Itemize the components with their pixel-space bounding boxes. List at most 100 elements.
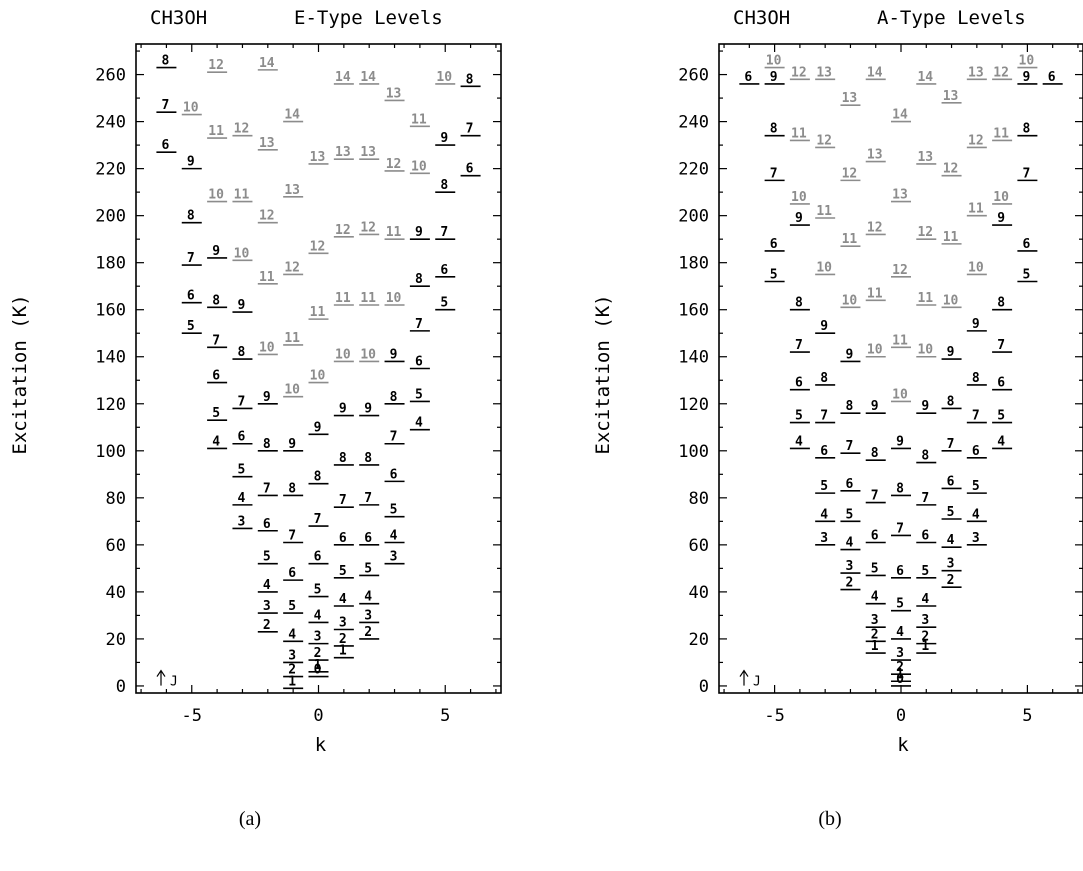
energy-level-label: 10 xyxy=(842,293,858,308)
energy-level-label: 7 xyxy=(390,430,398,445)
energy-level-label: 2 xyxy=(921,630,929,645)
energy-level-label: 7 xyxy=(947,437,955,452)
y-tick-label: 200 xyxy=(678,207,709,227)
y-tick-label: 260 xyxy=(95,66,126,86)
energy-level-label: 10 xyxy=(183,101,199,116)
energy-level-label: 10 xyxy=(993,190,1009,205)
energy-level-label: 12 xyxy=(968,133,984,148)
energy-level-label: 9 xyxy=(896,434,904,449)
energy-level-label: 9 xyxy=(972,317,980,332)
energy-level-label: 13 xyxy=(943,89,959,104)
energy-level-label: 11 xyxy=(310,305,326,320)
y-tick-label: 40 xyxy=(689,583,709,603)
energy-level-label: 6 xyxy=(390,467,398,482)
energy-level-label: 6 xyxy=(466,162,474,177)
energy-level-label: 3 xyxy=(314,630,322,645)
panel-caption: (a) xyxy=(239,808,261,830)
y-tick-label: 0 xyxy=(699,677,709,697)
energy-level-label: 2 xyxy=(896,660,904,675)
energy-level-label: 12 xyxy=(943,162,959,177)
energy-level-label: 7 xyxy=(339,493,347,508)
energy-level-label: 1 xyxy=(314,658,322,673)
energy-level-label: 11 xyxy=(816,204,832,219)
y-tick-label: 220 xyxy=(678,160,709,180)
energy-level-label: 14 xyxy=(917,70,933,85)
energy-level-label: 4 xyxy=(364,590,372,605)
energy-level-label: 10 xyxy=(867,343,883,358)
energy-level-label: 12 xyxy=(993,65,1009,80)
energy-level-label: 9 xyxy=(187,155,195,170)
energy-level-label: 8 xyxy=(871,446,879,461)
x-tick-label: 5 xyxy=(1022,706,1032,726)
energy-level-label: 5 xyxy=(339,564,347,579)
energy-level-label: 5 xyxy=(795,409,803,424)
energy-level-label: 6 xyxy=(440,263,448,278)
energy-level-label: 12 xyxy=(335,223,351,238)
energy-level-label: 6 xyxy=(212,369,220,384)
energy-level-label: 11 xyxy=(335,291,351,306)
energy-level-label: 13 xyxy=(867,148,883,163)
energy-level-label: 10 xyxy=(892,387,908,402)
y-tick-label: 100 xyxy=(95,442,126,462)
energy-level-label: 6 xyxy=(314,550,322,565)
energy-level-label: 2 xyxy=(846,576,854,591)
energy-level-label: 7 xyxy=(415,317,423,332)
energy-level-label: 10 xyxy=(917,343,933,358)
energy-level-label: 6 xyxy=(820,444,828,459)
energy-level-label: 6 xyxy=(339,531,347,546)
energy-level-label: 11 xyxy=(892,333,908,348)
energy-level-label: 7 xyxy=(212,333,220,348)
energy-level-label: 6 xyxy=(795,376,803,391)
energy-level-label: 13 xyxy=(816,65,832,80)
energy-level-label: 5 xyxy=(440,296,448,311)
energy-level-label: 5 xyxy=(263,550,271,565)
energy-level-label: 8 xyxy=(288,481,296,496)
energy-level-label: 10 xyxy=(284,383,300,398)
energy-level-label: 1 xyxy=(871,639,879,654)
energy-level-label: 11 xyxy=(867,286,883,301)
energy-level-label: 13 xyxy=(386,86,402,101)
energy-level-label: 6 xyxy=(364,531,372,546)
energy-level-label: 12 xyxy=(816,133,832,148)
y-tick-label: 240 xyxy=(678,113,709,133)
energy-level-label: 8 xyxy=(364,451,372,466)
energy-level-label: 8 xyxy=(997,296,1005,311)
energy-level-label: 0 xyxy=(896,672,904,687)
energy-level-label: 10 xyxy=(411,159,427,174)
energy-level-label: 10 xyxy=(310,369,326,384)
chart-panel-b: CH3OH A-Type Levels0204060801001201401601… xyxy=(592,7,1083,830)
energy-level-label: 7 xyxy=(238,394,246,409)
energy-level-label: 4 xyxy=(921,592,929,607)
energy-level-label: 9 xyxy=(997,211,1005,226)
chart-title-molecule: CH3OH xyxy=(150,7,207,29)
energy-level-label: 3 xyxy=(972,531,980,546)
energy-level-label: 9 xyxy=(921,399,929,414)
energy-level-label: 4 xyxy=(314,608,322,623)
energy-level-label: 5 xyxy=(997,409,1005,424)
energy-level-label: 5 xyxy=(820,479,828,494)
energy-level-label: 4 xyxy=(947,533,955,548)
energy-level-label: 10 xyxy=(1019,54,1035,69)
energy-level-label: 9 xyxy=(314,420,322,435)
energy-level-label: 10 xyxy=(360,347,376,362)
energy-level-label: 9 xyxy=(238,298,246,313)
x-axis-label: k xyxy=(897,734,909,756)
energy-level-label: 3 xyxy=(339,616,347,631)
energy-level-label: 5 xyxy=(415,387,423,402)
energy-level-label: 1 xyxy=(896,667,904,682)
y-tick-label: 200 xyxy=(95,207,126,227)
energy-level-label: 6 xyxy=(770,237,778,252)
energy-level-label: 6 xyxy=(187,289,195,304)
energy-level-label: 9 xyxy=(263,390,271,405)
energy-level-label: 5 xyxy=(288,599,296,614)
energy-level-label: 3 xyxy=(896,646,904,661)
plot-frame xyxy=(718,43,1083,694)
energy-level-label: 8 xyxy=(846,399,854,414)
energy-level-label: 4 xyxy=(339,592,347,607)
energy-level-label: 1 xyxy=(288,674,296,689)
energy-level-label: 12 xyxy=(386,157,402,172)
energy-level-label: 4 xyxy=(288,627,296,642)
energy-level-label: 8 xyxy=(390,390,398,405)
energy-level-label: 8 xyxy=(795,296,803,311)
energy-level-label: 4 xyxy=(390,529,398,544)
